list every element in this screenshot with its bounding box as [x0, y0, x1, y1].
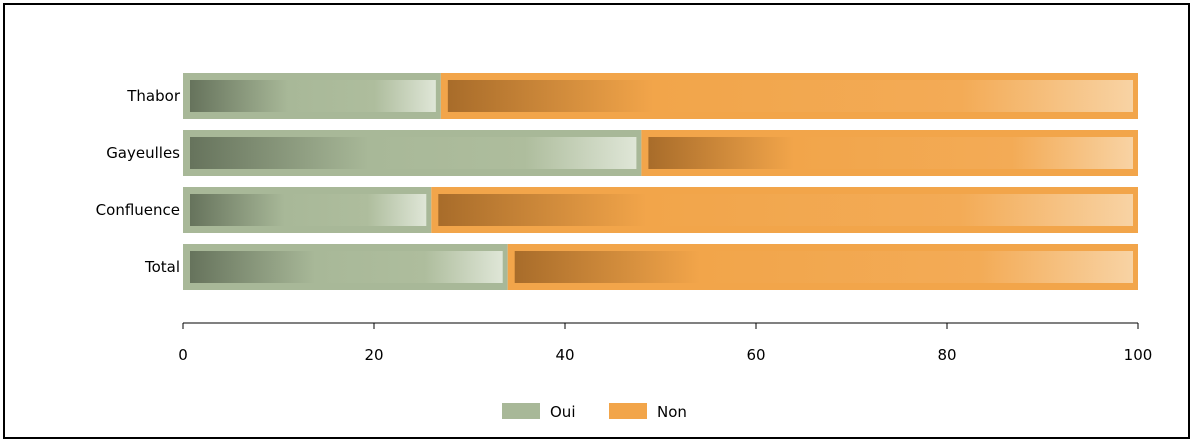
x-tick-label: 60: [746, 346, 765, 364]
legend-label-non: Non: [657, 403, 687, 421]
category-label: Confluence: [96, 201, 180, 219]
bar-fill-non-gayeulles: [648, 137, 1133, 169]
x-axis: 0 20 40 60 80 100: [178, 322, 1153, 364]
bar-fill-oui-thabor: [190, 80, 436, 112]
legend-swatch-oui: [502, 403, 540, 419]
legend: Oui Non: [502, 403, 687, 421]
bar-fill-non-total: [514, 251, 1133, 283]
bar-fill-non-thabor: [447, 80, 1134, 112]
bars-layer: [183, 73, 1139, 290]
category-labels: Thabor Gayeulles Confluence Total: [96, 87, 181, 276]
category-label: Gayeulles: [106, 144, 180, 162]
x-tick-label: 0: [178, 346, 188, 364]
x-tick-label: 40: [555, 346, 574, 364]
legend-swatch-non: [609, 403, 647, 419]
x-tick-label: 100: [1124, 346, 1153, 364]
x-tick-label: 20: [364, 346, 383, 364]
bar-fill-oui-total: [190, 251, 503, 283]
bar-fill-oui-confluence: [190, 194, 427, 226]
bar-fill-non-confluence: [438, 194, 1133, 226]
legend-label-oui: Oui: [550, 403, 575, 421]
category-label: Thabor: [126, 87, 181, 105]
category-label: Total: [144, 258, 180, 276]
bar-fill-oui-gayeulles: [190, 137, 637, 169]
x-tick-label: 80: [937, 346, 956, 364]
